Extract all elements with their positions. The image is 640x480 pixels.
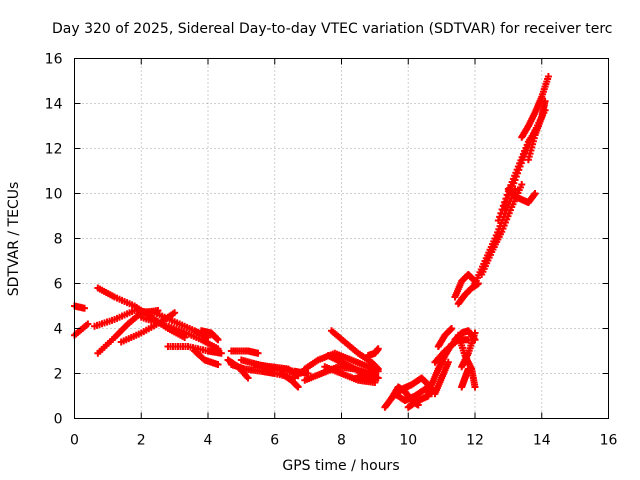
data-point xyxy=(374,365,382,373)
data-point xyxy=(294,372,302,380)
data-point xyxy=(518,181,526,188)
data-point xyxy=(471,329,479,337)
data-series xyxy=(434,325,456,350)
data-series xyxy=(524,97,549,164)
data-point xyxy=(516,163,524,170)
y-tick-label: 14 xyxy=(45,97,63,113)
data-series xyxy=(191,347,222,368)
data-series xyxy=(478,181,526,278)
data-point xyxy=(471,383,479,391)
data-point xyxy=(444,358,452,366)
data-point xyxy=(374,345,382,353)
data-point xyxy=(294,383,302,391)
y-axis-label: SDTVAR / TECUs xyxy=(6,182,22,297)
x-tick-label: 4 xyxy=(204,433,213,449)
data-series xyxy=(71,302,89,312)
y-tick-label: 8 xyxy=(54,232,63,248)
data-series xyxy=(518,73,552,141)
y-tick-label: 4 xyxy=(54,322,63,338)
data-series xyxy=(431,358,452,398)
data-point xyxy=(497,209,505,217)
chart-title: Day 320 of 2025, Sidereal Day-to-day VTE… xyxy=(52,21,612,37)
data-point xyxy=(512,173,520,181)
y-tick-label: 2 xyxy=(54,367,63,383)
data-point xyxy=(448,325,456,332)
data-point xyxy=(541,97,549,105)
data-point xyxy=(531,190,539,197)
data-point xyxy=(217,349,225,357)
data-series xyxy=(354,372,379,384)
y-tick-labels: 0 2 4 6 8 10 12 14 16 xyxy=(45,52,63,428)
data-series xyxy=(451,271,479,301)
data-series xyxy=(197,327,222,344)
data-series xyxy=(504,185,539,206)
x-tick-label: 8 xyxy=(337,433,346,449)
data-point xyxy=(517,159,525,167)
data-series xyxy=(224,356,252,382)
x-tick-label: 6 xyxy=(270,433,279,449)
data-point xyxy=(519,156,527,164)
data-series xyxy=(327,327,382,373)
data-point xyxy=(371,376,379,384)
data-point xyxy=(498,206,506,214)
data-point xyxy=(81,304,89,312)
data-series xyxy=(458,365,472,391)
x-tick-label: 14 xyxy=(533,433,551,449)
data-series xyxy=(458,329,479,371)
data-point xyxy=(171,309,179,317)
data-point xyxy=(464,365,472,373)
data-point xyxy=(494,217,502,224)
x-tick-label: 16 xyxy=(600,433,618,449)
y-tick-label: 12 xyxy=(45,142,63,158)
data-point xyxy=(214,361,222,368)
data-point xyxy=(84,320,92,328)
x-tick-label: 2 xyxy=(137,433,146,449)
x-tick-label: 0 xyxy=(70,433,79,449)
data-series xyxy=(454,280,482,308)
data-point xyxy=(424,392,432,400)
data-series xyxy=(227,347,262,357)
y-tick-label: 6 xyxy=(54,277,63,293)
data-point xyxy=(214,336,222,344)
data-series xyxy=(137,313,222,353)
data-series xyxy=(277,370,302,391)
data-point xyxy=(254,349,262,357)
axis-ticks xyxy=(74,58,609,419)
data-series xyxy=(321,363,379,386)
y-tick-label: 0 xyxy=(54,412,63,428)
x-tick-label: 10 xyxy=(399,433,417,449)
data-point xyxy=(544,73,552,80)
y-tick-label: 16 xyxy=(45,52,63,68)
x-axis-label: GPS time / hours xyxy=(282,458,399,474)
data-point xyxy=(515,166,523,174)
data-point xyxy=(511,176,519,184)
y-tick-label: 10 xyxy=(45,187,63,203)
x-tick-labels: 0 2 4 6 8 10 12 14 16 xyxy=(70,433,617,449)
x-tick-label: 12 xyxy=(466,433,484,449)
data-points xyxy=(71,73,552,411)
data-point xyxy=(496,213,504,221)
data-point xyxy=(244,374,252,382)
data-series xyxy=(251,361,302,380)
data-series xyxy=(404,392,432,411)
data-point xyxy=(514,169,522,177)
data-series xyxy=(364,345,382,359)
